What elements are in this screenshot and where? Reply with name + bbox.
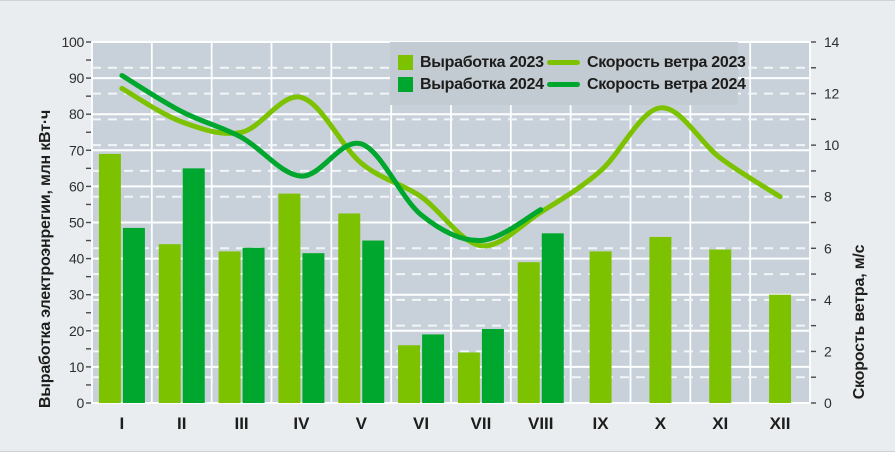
month-label-IV: IV [293, 414, 310, 433]
bar-2023-V [338, 213, 361, 403]
month-label-III: III [234, 414, 248, 433]
right-tick-label-10: 10 [824, 137, 839, 153]
left-tick-label-100: 100 [62, 34, 85, 50]
left-tick-label-30: 30 [69, 287, 84, 303]
bar-2023-IV [278, 193, 301, 403]
left-tick-label-80: 80 [69, 106, 84, 122]
legend-swatch-generation-2024 [398, 77, 413, 92]
bar-2023-VIII [517, 262, 540, 403]
right-tick-label-12: 12 [824, 86, 839, 102]
wind-speed-lines [119, 73, 783, 249]
month-labels: I II III IV V VI VII VIII IX X XI XII [120, 414, 791, 433]
bar-2024-III [242, 247, 265, 403]
bar-2023-XI [709, 249, 732, 403]
left-tick-label-0: 0 [77, 395, 85, 411]
generation-bars [98, 153, 792, 403]
bar-2024-V [362, 240, 385, 403]
bar-2023-VII [457, 352, 480, 403]
left-tick-label-90: 90 [69, 70, 84, 86]
bar-2023-III [218, 251, 241, 403]
left-tick-label-60: 60 [69, 178, 84, 194]
bar-2024-II [182, 168, 205, 403]
legend-label-windspeed-2024: Скорость ветра 2024 [587, 75, 746, 93]
top-border-line [0, 0, 895, 1]
legend-swatch-generation-2023 [398, 55, 413, 70]
left-tick-label-50: 50 [69, 215, 84, 231]
wind-speed-2023-line [119, 85, 783, 249]
right-tick-label-2: 2 [824, 343, 832, 359]
right-tick-label-0: 0 [824, 395, 832, 411]
right-tick-label-4: 4 [824, 292, 832, 308]
month-label-VIII: VIII [528, 414, 554, 433]
legend-label-generation-2023: Выработка 2023 [420, 53, 544, 71]
bar-2024-IV [302, 253, 325, 403]
right-axis-title: Скорость ветра, м/с [851, 244, 868, 399]
left-tick-label-10: 10 [69, 359, 84, 375]
month-label-X: X [655, 414, 667, 433]
month-label-VII: VII [471, 414, 492, 433]
bar-2024-I [122, 227, 145, 403]
axis-ticks [86, 41, 816, 404]
left-tick-label-70: 70 [69, 142, 84, 158]
month-label-XII: XII [770, 414, 791, 433]
right-tick-label-14: 14 [824, 34, 839, 50]
bar-2023-I [98, 153, 121, 403]
month-label-XI: XI [712, 414, 728, 433]
left-tick-label-20: 20 [69, 323, 84, 339]
legend-label-windspeed-2023: Скорость ветра 2023 [587, 53, 746, 71]
month-label-I: I [120, 414, 125, 433]
month-label-IX: IX [593, 414, 610, 433]
wind-speed-2024-line [119, 73, 544, 244]
legend-swatch-windspeed-2023 [547, 60, 580, 65]
legend-swatch-windspeed-2024 [547, 82, 580, 87]
bar-2023-VI [398, 345, 421, 403]
gridlines [91, 41, 811, 404]
right-tick-label-8: 8 [824, 189, 832, 205]
legend: Выработка 2023 Скорость ветра 2023 Выраб… [390, 42, 746, 105]
right-tick-label-6: 6 [824, 240, 832, 256]
bar-2023-X [649, 236, 672, 403]
legend-row-2024: Выработка 2024 Скорость ветра 2024 [398, 75, 746, 94]
month-label-II: II [177, 414, 186, 433]
legend-row-2023: Выработка 2023 Скорость ветра 2023 [398, 53, 746, 72]
month-label-VI: VI [413, 414, 429, 433]
bar-2024-VI [422, 334, 445, 403]
legend-label-generation-2024: Выработка 2024 [420, 75, 544, 93]
bar-2024-VIII [541, 233, 564, 403]
bar-2024-VII [481, 328, 504, 403]
axis-tick-labels: 0 10 20 30 40 50 60 70 80 90 100 0 2 4 6 8 10 12 14 [62, 34, 840, 411]
bar-2023-IX [589, 251, 612, 403]
left-tick-label-40: 40 [69, 251, 84, 267]
bar-2023-II [158, 244, 181, 403]
month-label-V: V [356, 414, 368, 433]
bar-2023-XII [769, 294, 792, 403]
left-axis-title: Выработка электроэнрегии, млн кВт·ч [37, 110, 54, 408]
